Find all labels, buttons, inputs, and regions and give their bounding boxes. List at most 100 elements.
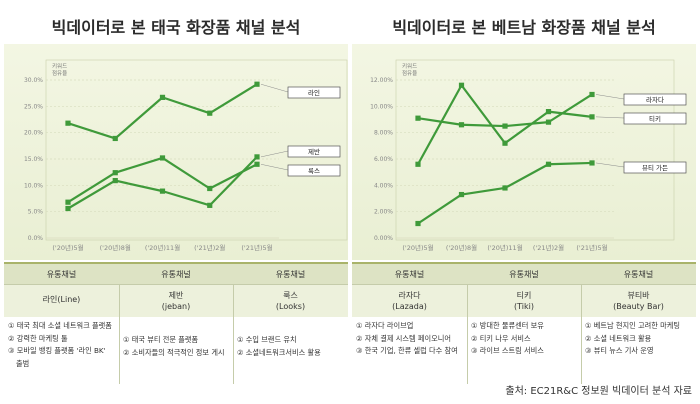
legend-label: 라인 bbox=[308, 88, 320, 97]
table-header-row bbox=[352, 264, 696, 284]
feature-list: ① 태국 뷰티 전문 플랫폼 ② 소비자들의 적극적인 정보 게시 bbox=[123, 335, 225, 357]
x-tick-label: ('20년)5월 bbox=[402, 243, 433, 252]
y-tick-label: 10.0% bbox=[24, 182, 43, 189]
legend-leader bbox=[595, 162, 625, 168]
legend-box bbox=[623, 161, 687, 174]
y-tick-label: 30.0% bbox=[24, 77, 43, 84]
source-note: 출처: EC21R&C 정보원 빅데이터 분석 자료 bbox=[505, 386, 692, 397]
legend-leader bbox=[260, 150, 289, 158]
channel-name: 라인(Line) bbox=[42, 295, 81, 304]
legend-box bbox=[287, 164, 341, 177]
y-axis-label: 점유율 bbox=[402, 70, 417, 77]
data-point bbox=[502, 140, 508, 146]
y-tick-label: 8.00% bbox=[374, 130, 393, 137]
x-tick-label: ('21년)2월 bbox=[533, 243, 564, 252]
x-tick-label: ('20년)11월 bbox=[145, 243, 180, 252]
channel-table: 유통채널 유통채널 유통채널 라자다 (Lazada) 티키 (Tiki) 뷰티바(… bbox=[352, 262, 696, 386]
data-point bbox=[207, 110, 213, 116]
y-tick-label: 2.00% bbox=[374, 209, 393, 216]
x-tick-label: ('21년)2월 bbox=[194, 243, 225, 252]
y-axis-label: 키워드 bbox=[52, 62, 67, 70]
channel-name: 룩스 (Looks) bbox=[275, 291, 306, 311]
feature-list: ① 방대한 물류센터 보유 ② 티키 나우 서비스 ③ 라이브 스트림 서비스 bbox=[471, 321, 544, 355]
column-divider bbox=[119, 284, 120, 384]
x-tick-label: ('20년)8월 bbox=[100, 243, 131, 252]
y-axis-label: 점유율 bbox=[52, 70, 67, 77]
y-axis-label: 키워드 bbox=[402, 62, 417, 70]
data-point bbox=[415, 161, 421, 167]
data-point bbox=[65, 205, 71, 212]
data-point bbox=[207, 185, 213, 192]
channel-name: 제반 (jeban) bbox=[161, 291, 191, 311]
feature-list: ① 수입 브랜드 유치 ② 소셜네트워크서비스 활용 bbox=[237, 335, 321, 357]
data-point bbox=[589, 160, 595, 166]
y-tick-label: 6.00% bbox=[374, 156, 393, 163]
table-name-row bbox=[352, 284, 696, 317]
table-header: 유통채널 bbox=[275, 270, 306, 279]
x-tick-label: ('20년)5월 bbox=[52, 243, 83, 252]
table-header: 유통채널 bbox=[623, 270, 654, 279]
data-point bbox=[254, 154, 260, 160]
channel-name: 티키 (Tiki) bbox=[514, 291, 534, 311]
table-header: 유통채널 bbox=[46, 270, 77, 279]
table-header: 유통채널 bbox=[394, 270, 425, 279]
data-point bbox=[65, 199, 71, 205]
series-line bbox=[417, 93, 593, 128]
x-tick-label: ('21년)5월 bbox=[576, 243, 607, 252]
y-tick-label: 12.00% bbox=[370, 77, 393, 84]
legend-label: 라자다 bbox=[646, 95, 664, 104]
y-tick-label: 4.00% bbox=[374, 182, 393, 189]
feature-list: ① 라자다 라이브업 ② 자체 결제 시스템 페이오니어 ③ 한국 기업, 한류… bbox=[356, 321, 458, 355]
legend-box bbox=[623, 93, 687, 106]
legend-box bbox=[287, 145, 341, 158]
plot-frame bbox=[395, 59, 675, 241]
x-tick-label: ('21년)5월 bbox=[241, 243, 272, 252]
channel-name: 뷰티바 (Beauty Bar) bbox=[613, 291, 664, 311]
table-header-row bbox=[4, 264, 348, 284]
x-tick-label: ('20년)8월 bbox=[446, 243, 477, 252]
legend-label: 제반 bbox=[308, 147, 320, 156]
y-tick-label: 5.0% bbox=[28, 209, 44, 216]
feature-list: ① 태국 최대 소셜 네트워크 플랫폼 ② 강력한 마케팅 툴 ③ 모바일 뱅킹… bbox=[8, 321, 112, 368]
data-point bbox=[112, 170, 118, 176]
legend-label: 뷰티 가든 bbox=[642, 163, 668, 172]
data-point bbox=[254, 81, 260, 87]
data-point bbox=[159, 188, 166, 194]
data-point bbox=[589, 91, 595, 98]
legend-label: 룩스 bbox=[308, 167, 320, 175]
data-point bbox=[458, 122, 465, 128]
data-point bbox=[502, 123, 508, 129]
legend-leader bbox=[260, 164, 289, 171]
data-point bbox=[415, 115, 421, 121]
table-header: 유통채널 bbox=[509, 270, 539, 279]
legend-label: 티키 bbox=[649, 114, 661, 123]
data-point bbox=[589, 114, 595, 120]
series-line bbox=[417, 161, 593, 225]
series-line bbox=[67, 156, 258, 210]
chart-title: 빅데이터로 본 베트남 화장품 채널 분석 bbox=[392, 18, 656, 37]
data-point bbox=[545, 119, 552, 125]
column-divider bbox=[581, 284, 582, 384]
legend-box bbox=[287, 86, 341, 99]
feature-list: ① 베트남 현지인 고려한 마케팅 ② 소셜 네트워크 활용 ③ 뷰티 뉴스 기… bbox=[585, 321, 680, 355]
legend-leader bbox=[595, 94, 625, 100]
table-name-row bbox=[4, 284, 348, 317]
data-point bbox=[254, 161, 260, 167]
legend-leader bbox=[595, 116, 625, 119]
channel-table: 유통채널 유통채널 유통채널 라인(Line) 제반 (jeban) 룩스 (Loo… bbox=[4, 262, 348, 386]
y-tick-label: 0.00% bbox=[374, 235, 393, 242]
series-line bbox=[67, 156, 258, 204]
data-point bbox=[415, 220, 421, 227]
channel-name: 라자다 (Lazada) bbox=[392, 291, 427, 311]
y-tick-label: 0.0% bbox=[28, 235, 44, 242]
series-line bbox=[67, 83, 258, 140]
data-point bbox=[65, 120, 71, 126]
y-tick-label: 10.00% bbox=[370, 103, 393, 110]
data-point bbox=[545, 161, 552, 167]
x-tick-label: ('20년)11월 bbox=[487, 243, 522, 252]
data-point bbox=[545, 109, 552, 115]
data-point bbox=[502, 185, 508, 191]
plot-frame bbox=[45, 59, 348, 241]
